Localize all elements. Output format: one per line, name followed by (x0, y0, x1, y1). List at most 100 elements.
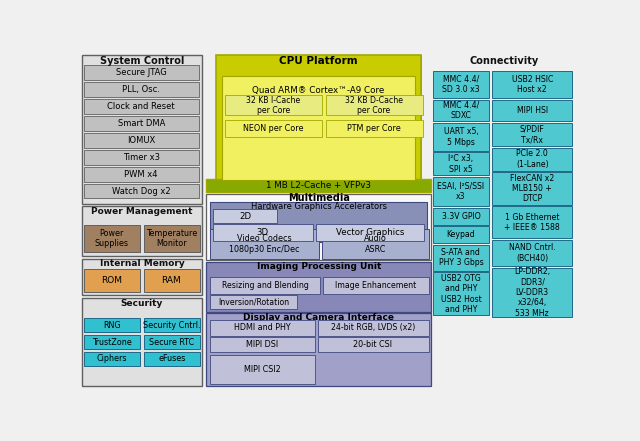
FancyBboxPatch shape (433, 71, 489, 98)
Text: S/PDIF
Tx/Rx: S/PDIF Tx/Rx (520, 125, 545, 144)
FancyBboxPatch shape (318, 320, 429, 336)
FancyBboxPatch shape (84, 351, 140, 366)
FancyBboxPatch shape (492, 148, 572, 171)
Text: Power
Supplies: Power Supplies (95, 229, 129, 248)
FancyBboxPatch shape (81, 206, 202, 256)
FancyBboxPatch shape (492, 123, 572, 146)
Text: 3D: 3D (257, 228, 269, 237)
Text: Vector Graphics: Vector Graphics (335, 228, 404, 237)
FancyBboxPatch shape (84, 224, 140, 252)
Text: UART x5,
5 Mbps: UART x5, 5 Mbps (444, 127, 478, 146)
Text: Quad ARM® Cortex™-A9 Core: Quad ARM® Cortex™-A9 Core (252, 86, 384, 95)
Text: Security Cntrl.: Security Cntrl. (143, 321, 200, 329)
FancyBboxPatch shape (206, 179, 431, 192)
FancyBboxPatch shape (84, 184, 199, 198)
FancyBboxPatch shape (433, 245, 489, 271)
FancyBboxPatch shape (84, 167, 199, 182)
Text: PCIe 2.0
(1-Lane): PCIe 2.0 (1-Lane) (516, 149, 548, 169)
Text: Video Codecs
1080p30 Enc/Dec: Video Codecs 1080p30 Enc/Dec (229, 234, 300, 254)
Text: Timer x3: Timer x3 (123, 153, 160, 162)
Text: Security: Security (121, 299, 163, 308)
FancyBboxPatch shape (206, 262, 431, 312)
FancyBboxPatch shape (433, 226, 489, 243)
FancyBboxPatch shape (84, 269, 140, 292)
FancyBboxPatch shape (433, 152, 489, 176)
FancyBboxPatch shape (433, 273, 489, 315)
Text: 1 MB L2-Cache + VFPv3: 1 MB L2-Cache + VFPv3 (266, 181, 371, 190)
FancyBboxPatch shape (225, 95, 322, 115)
FancyBboxPatch shape (84, 335, 140, 349)
FancyBboxPatch shape (81, 55, 202, 204)
FancyBboxPatch shape (492, 268, 572, 317)
Text: 1 Gb Ethernet
+ IEEE® 1588: 1 Gb Ethernet + IEEE® 1588 (504, 213, 560, 232)
Text: TrustZone: TrustZone (92, 337, 132, 347)
FancyBboxPatch shape (84, 82, 199, 97)
Text: 32 KB D-Cache
per Core: 32 KB D-Cache per Core (345, 96, 403, 115)
Text: Smart DMA: Smart DMA (118, 119, 165, 128)
Text: 3.3V GPIO: 3.3V GPIO (442, 212, 480, 220)
Text: USB2 HSIC
Host x2: USB2 HSIC Host x2 (511, 75, 553, 94)
Text: 24-bit RGB, LVDS (x2): 24-bit RGB, LVDS (x2) (331, 323, 415, 333)
FancyBboxPatch shape (326, 120, 422, 137)
FancyBboxPatch shape (81, 298, 202, 386)
FancyBboxPatch shape (84, 133, 199, 148)
FancyBboxPatch shape (433, 100, 489, 121)
Text: Ciphers: Ciphers (97, 355, 127, 363)
Text: Secure JTAG: Secure JTAG (116, 68, 166, 77)
FancyBboxPatch shape (143, 269, 200, 292)
FancyBboxPatch shape (84, 99, 199, 114)
FancyBboxPatch shape (222, 76, 415, 180)
FancyBboxPatch shape (213, 209, 277, 223)
Text: PWM x4: PWM x4 (124, 170, 158, 179)
FancyBboxPatch shape (206, 313, 431, 386)
Text: MIPI CSI2: MIPI CSI2 (244, 365, 280, 374)
FancyBboxPatch shape (210, 202, 428, 243)
FancyBboxPatch shape (210, 337, 315, 352)
FancyBboxPatch shape (84, 116, 199, 131)
FancyBboxPatch shape (222, 55, 421, 182)
FancyBboxPatch shape (225, 120, 322, 137)
FancyBboxPatch shape (492, 172, 572, 205)
FancyBboxPatch shape (143, 318, 200, 333)
FancyBboxPatch shape (219, 55, 421, 184)
Text: RAM: RAM (161, 277, 181, 285)
FancyBboxPatch shape (210, 229, 319, 258)
Text: Image Enhancement: Image Enhancement (335, 281, 417, 290)
Text: PTM per Core: PTM per Core (348, 124, 401, 133)
FancyBboxPatch shape (210, 295, 297, 309)
Text: I²C x3,
SPI x5: I²C x3, SPI x5 (449, 154, 474, 173)
Text: Display and Camera Interface: Display and Camera Interface (243, 313, 394, 322)
Text: Secure RTC: Secure RTC (149, 337, 195, 347)
Text: S-ATA and
PHY 3 Gbps: S-ATA and PHY 3 Gbps (438, 248, 483, 267)
FancyBboxPatch shape (206, 194, 431, 260)
Text: MIPI DSI: MIPI DSI (246, 340, 278, 349)
Text: NAND Cntrl.
(BCH40): NAND Cntrl. (BCH40) (509, 243, 556, 263)
Text: Power Management: Power Management (92, 207, 193, 216)
Text: LP-DDR2,
DDR3/
LV-DDR3
x32/64,
533 MHz: LP-DDR2, DDR3/ LV-DDR3 x32/64, 533 MHz (514, 267, 550, 318)
Text: Temperature
Monitor: Temperature Monitor (146, 229, 197, 248)
Text: Imaging Processing Unit: Imaging Processing Unit (257, 262, 381, 272)
Text: RNG: RNG (103, 321, 120, 329)
FancyBboxPatch shape (210, 277, 320, 294)
FancyBboxPatch shape (433, 123, 489, 151)
Text: Internal Memory: Internal Memory (100, 259, 184, 269)
Text: Clock and Reset: Clock and Reset (108, 102, 175, 111)
Text: ROM: ROM (101, 277, 122, 285)
FancyBboxPatch shape (143, 351, 200, 366)
FancyBboxPatch shape (210, 320, 315, 336)
FancyBboxPatch shape (433, 177, 489, 206)
FancyBboxPatch shape (210, 355, 315, 384)
Text: MMC 4.4/
SD 3.0 x3: MMC 4.4/ SD 3.0 x3 (442, 75, 480, 94)
FancyBboxPatch shape (143, 335, 200, 349)
Text: MIPI HSI: MIPI HSI (516, 106, 548, 115)
Text: System Control: System Control (100, 56, 184, 67)
FancyBboxPatch shape (216, 55, 421, 186)
FancyBboxPatch shape (81, 258, 202, 295)
FancyBboxPatch shape (231, 55, 421, 175)
Text: Multimedia: Multimedia (288, 194, 349, 203)
FancyBboxPatch shape (225, 55, 421, 179)
Text: HDMI and PHY: HDMI and PHY (234, 323, 291, 333)
FancyBboxPatch shape (143, 224, 200, 252)
Text: Connectivity: Connectivity (469, 56, 538, 67)
Text: PLL, Osc.: PLL, Osc. (122, 85, 160, 94)
